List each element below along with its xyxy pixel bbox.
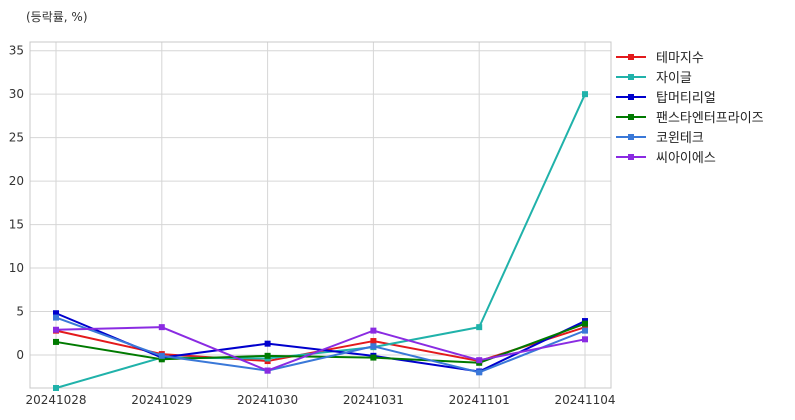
x-tick-label: 20241031 xyxy=(343,393,404,407)
data-point xyxy=(158,352,165,359)
data-point xyxy=(582,324,588,331)
data-point xyxy=(53,314,59,321)
series-line xyxy=(55,326,586,372)
data-point xyxy=(53,326,59,333)
data-point xyxy=(476,357,483,364)
data-point xyxy=(582,336,588,343)
data-point xyxy=(476,324,483,331)
data-point xyxy=(53,310,59,317)
series-line xyxy=(55,316,586,374)
y-tick-label: 5 xyxy=(16,304,24,318)
series-group xyxy=(53,91,588,391)
series-6 xyxy=(53,324,588,374)
y-tick-label: 15 xyxy=(9,218,24,232)
legend-label: 팬스타엔터프라이즈 xyxy=(656,111,764,126)
legend-label: 씨아이에스 xyxy=(656,151,716,166)
y-tick-label: 20 xyxy=(9,174,24,188)
data-point xyxy=(582,91,588,98)
data-point xyxy=(158,324,165,331)
data-point xyxy=(264,340,271,347)
y-tick-label: 35 xyxy=(9,44,24,58)
legend-label: 테마지수 xyxy=(656,51,704,66)
x-tick-label: 20241030 xyxy=(237,393,298,407)
y-tick-label: 10 xyxy=(9,261,24,275)
legend-entry: 자이글 xyxy=(616,71,692,86)
y-tick-label: 0 xyxy=(16,348,24,362)
x-tick-label: 20241028 xyxy=(25,393,86,407)
data-point xyxy=(53,338,59,345)
legend-entry: 팬스타엔터프라이즈 xyxy=(616,111,764,126)
grid xyxy=(30,42,611,388)
x-tick-label: 20241101 xyxy=(449,393,510,407)
legend-marker xyxy=(628,134,634,140)
data-point xyxy=(53,385,59,391)
legend-label: 코윈테크 xyxy=(656,131,704,146)
data-point xyxy=(264,352,271,359)
data-point xyxy=(370,343,377,350)
data-point xyxy=(264,367,271,374)
plot-area xyxy=(29,41,612,389)
y-axis: 0 5 10 15 20 25 30 35 xyxy=(9,44,24,362)
x-axis: 20241028 20241029 20241030 20241031 20241101… xyxy=(25,393,615,407)
y-tick-label: 30 xyxy=(9,87,24,101)
legend-marker xyxy=(628,54,634,60)
x-tick-label: 20241104 xyxy=(554,393,615,407)
series-line xyxy=(55,93,586,389)
data-point xyxy=(158,356,165,363)
legend-entry: 테마지수 xyxy=(616,51,704,66)
y-tick-label: 25 xyxy=(9,131,24,145)
data-point xyxy=(370,327,377,334)
legend-marker xyxy=(628,94,634,100)
legend-label: 탑머티리얼 xyxy=(656,91,716,106)
legend-entry: 코윈테크 xyxy=(616,131,704,146)
data-point xyxy=(582,320,588,327)
legend-marker xyxy=(628,114,634,120)
legend-label: 자이글 xyxy=(656,71,692,86)
y-unit-label: (등락률, %) xyxy=(26,10,88,24)
legend-marker xyxy=(628,154,634,160)
series-line xyxy=(55,322,586,364)
x-tick-label: 20241029 xyxy=(131,393,192,407)
data-point xyxy=(370,338,377,345)
data-point xyxy=(476,369,483,376)
data-point xyxy=(582,327,588,334)
legend-entry: 씨아이에스 xyxy=(616,151,716,166)
legend-marker xyxy=(628,74,634,80)
legend-entry: 탑머티리얼 xyxy=(616,91,716,106)
data-point xyxy=(370,354,377,361)
